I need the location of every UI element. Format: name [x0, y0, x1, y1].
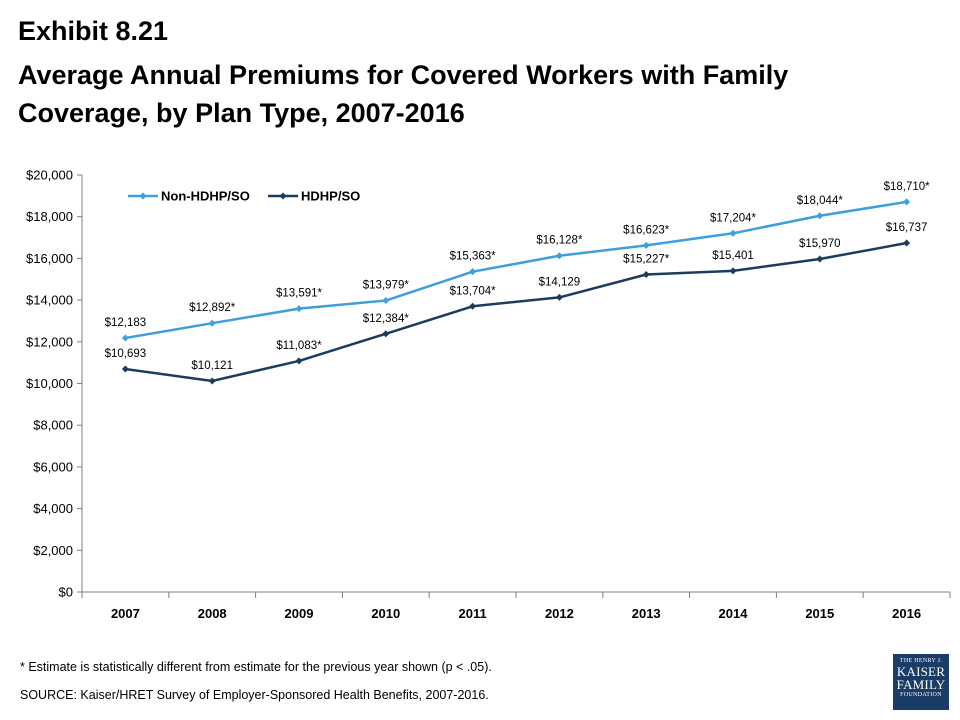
- logo-line-3: FAMILY: [896, 677, 946, 692]
- x-tick-label: 2015: [805, 606, 834, 621]
- y-tick-label: $0: [59, 585, 73, 600]
- y-tick-label: $4,000: [33, 501, 73, 516]
- data-point: [469, 302, 477, 310]
- legend-item: Non-HDHP/SO: [128, 189, 250, 204]
- x-tick-label: 2011: [458, 606, 486, 621]
- kff-logo: THE HENRY J. KAISER FAMILY FOUNDATION: [893, 654, 949, 710]
- data-label: $15,970: [799, 238, 841, 250]
- data-point: [469, 268, 477, 276]
- data-label: $15,363*: [450, 251, 497, 263]
- series-line: [125, 200, 907, 340]
- legend-label: HDHP/SO: [301, 189, 360, 204]
- data-point: [903, 198, 911, 206]
- data-label: $18,044*: [797, 195, 844, 207]
- data-label: $16,128*: [536, 235, 583, 247]
- data-label: $12,892*: [189, 302, 236, 314]
- data-point: [382, 330, 390, 338]
- data-point: [295, 357, 303, 365]
- x-tick-label: 2007: [111, 606, 140, 621]
- data-point: [121, 334, 129, 342]
- x-tick-label: 2016: [892, 606, 921, 621]
- data-point: [555, 293, 563, 301]
- data-label: $14,129: [539, 276, 581, 288]
- data-label: $12,183: [105, 317, 147, 329]
- y-tick-label: $18,000: [26, 209, 73, 224]
- x-tick-label: 2009: [285, 606, 314, 621]
- data-label: $16,623*: [623, 224, 670, 236]
- chart-legend: Non-HDHP/SO HDHP/SO: [128, 189, 360, 204]
- data-point: [729, 229, 737, 237]
- legend-swatch-marker: [139, 192, 147, 200]
- data-point: [729, 267, 737, 275]
- y-tick-label: $6,000: [33, 459, 73, 474]
- data-point: [208, 377, 216, 385]
- data-point: [382, 297, 390, 305]
- data-label: $11,083*: [276, 340, 322, 352]
- data-label: $15,227*: [623, 254, 670, 266]
- logo-line-4: FOUNDATION: [900, 692, 942, 698]
- series-non-hdhp-so: $12,183 $12,892* $13,591* $13,979* $15,363* $…: [105, 181, 931, 342]
- legend-label: Non-HDHP/SO: [161, 189, 250, 204]
- y-tick-label: $14,000: [26, 293, 73, 308]
- data-point: [642, 241, 650, 249]
- source-note: SOURCE: Kaiser/HRET Survey of Employer-S…: [20, 688, 489, 702]
- legend-swatch-marker: [279, 192, 287, 200]
- data-point: [121, 365, 129, 373]
- data-point: [295, 305, 303, 313]
- data-point: [903, 239, 911, 247]
- logo-line-2: KAISER: [896, 664, 946, 679]
- x-tick-label: 2010: [371, 606, 400, 621]
- data-label: $10,121: [191, 360, 233, 372]
- x-tick-label: 2012: [545, 606, 574, 621]
- data-label: $18,710*: [884, 181, 931, 193]
- data-point: [208, 319, 216, 327]
- data-point: [816, 255, 824, 263]
- y-tick-label: $10,000: [26, 376, 73, 391]
- series-line: [125, 241, 907, 383]
- y-tick-label: $20,000: [26, 168, 73, 183]
- data-label: $13,704*: [450, 285, 497, 297]
- chart-series: $12,183$12,892*$13,591*$13,979*$15,363*$…: [105, 181, 931, 385]
- x-tick-label: 2008: [198, 606, 227, 621]
- data-label: $10,693: [105, 348, 147, 360]
- data-point: [642, 271, 650, 279]
- exhibit-label: Exhibit 8.21: [18, 16, 169, 46]
- legend-item: HDHP/SO: [268, 189, 360, 204]
- chart-title: Average Annual Premiums for Covered Work…: [18, 60, 789, 128]
- data-label: $16,737: [886, 222, 928, 234]
- data-label: $13,979*: [363, 280, 410, 292]
- y-tick-label: $16,000: [26, 251, 73, 266]
- x-tick-label: 2013: [632, 606, 661, 621]
- footnote: * Estimate is statistically different fr…: [20, 660, 492, 674]
- data-label: $13,591*: [276, 288, 323, 300]
- data-label: $12,384*: [363, 313, 410, 325]
- data-label: $15,401: [712, 250, 754, 262]
- data-point: [816, 212, 824, 220]
- y-tick-label: $12,000: [26, 334, 73, 349]
- y-tick-label: $2,000: [33, 543, 73, 558]
- y-tick-label: $8,000: [33, 418, 73, 433]
- chart-axes: $0 $2,000 $4,000 $6,000 $8,000 $10,000 $12,000…: [26, 168, 951, 621]
- data-point: [555, 252, 563, 260]
- data-label: $17,204*: [710, 212, 757, 224]
- logo-line-1: THE HENRY J.: [899, 658, 943, 664]
- x-tick-label: 2014: [719, 606, 749, 621]
- series-hdhp-so: $10,693 $10,121 $11,083* $12,384* $13,704* $1…: [105, 222, 928, 385]
